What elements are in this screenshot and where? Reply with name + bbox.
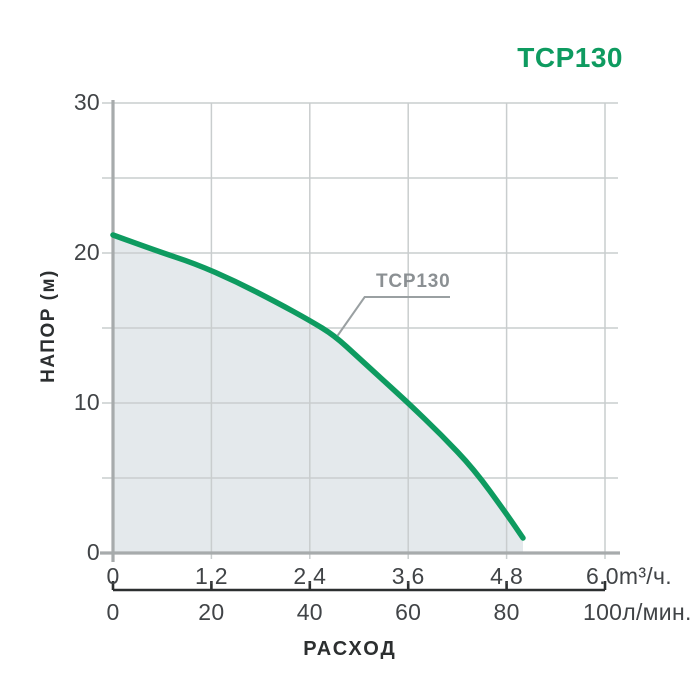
curve-area-fill <box>113 235 523 553</box>
chart-title: TCP130 <box>517 42 623 73</box>
head-flow-curve <box>110 232 526 541</box>
annotation-leader-line <box>336 296 450 337</box>
